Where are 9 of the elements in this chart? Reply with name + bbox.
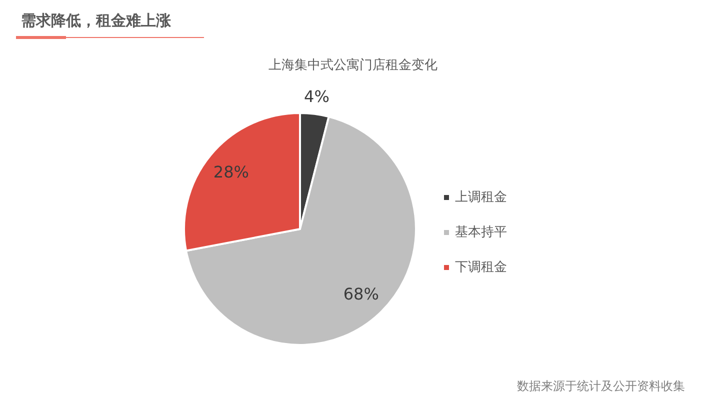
chart-subtitle: 上海集中式公寓门店租金变化 (268, 57, 438, 73)
data-label: 28% (213, 162, 249, 182)
data-label: 68% (343, 284, 379, 304)
data-label: 4% (304, 87, 330, 106)
legend-label: 上调租金 (455, 190, 507, 205)
chart-title: 需求降低，租金难上涨 (21, 12, 172, 30)
legend-label: 基本持平 (455, 225, 507, 240)
text: 数据来源于统计及公开资料收集 (517, 379, 685, 393)
legend-label: 下调租金 (455, 260, 507, 275)
